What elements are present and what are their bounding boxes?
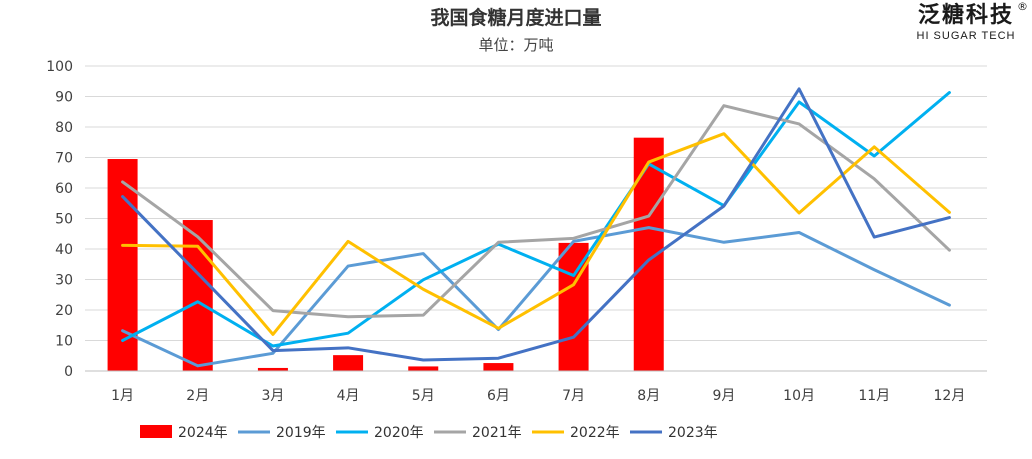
y-tick-label: 30 xyxy=(55,273,73,289)
chart-title: 我国食糖月度进口量 xyxy=(430,6,601,29)
x-tick-label: 5月 xyxy=(412,388,435,404)
brand-name: 泛糖科技 xyxy=(917,3,1014,28)
y-tick-label: 10 xyxy=(55,334,73,350)
chart-subtitle: 单位：万吨 xyxy=(478,36,553,54)
x-axis-ticks: 1月 2月 3月 4月 5月 6月 7月 8月 9月 10月 11月 12月 xyxy=(111,388,965,404)
y-tick-label: 50 xyxy=(55,212,73,228)
legend-label: 2022年 xyxy=(570,425,620,441)
line-series-2021年 xyxy=(121,104,951,319)
y-tick-label: 20 xyxy=(55,303,73,319)
brand-tagline: HI SUGAR TECH xyxy=(916,30,1016,42)
bar-2024 xyxy=(558,242,589,371)
legend-label: 2020年 xyxy=(374,425,424,441)
x-tick-label: 12月 xyxy=(934,388,966,404)
bar-2024 xyxy=(182,220,213,371)
x-tick-label: 2月 xyxy=(186,388,209,404)
legend-label: 2023年 xyxy=(668,425,718,441)
legend-label: 2024年 xyxy=(178,425,228,441)
x-tick-label: 3月 xyxy=(261,388,284,404)
x-tick-label: 9月 xyxy=(712,388,735,404)
bar-2024 xyxy=(408,366,439,371)
x-tick-label: 1月 xyxy=(111,388,134,404)
y-axis-ticks: 0 10 20 30 40 50 60 70 80 90 100 xyxy=(46,59,73,380)
bar-series-2024 xyxy=(107,137,664,371)
bar-2024 xyxy=(633,137,664,371)
brand-logo: 泛糖科技 ® HI SUGAR TECH xyxy=(906,0,1029,42)
x-tick-label: 7月 xyxy=(562,388,585,404)
y-tick-label: 40 xyxy=(55,242,73,258)
bar-2024 xyxy=(333,355,364,371)
registered-mark: ® xyxy=(1017,0,1028,13)
y-tick-label: 0 xyxy=(64,364,73,380)
x-tick-label: 4月 xyxy=(337,388,360,404)
line-series-2019年 xyxy=(121,226,951,368)
x-tick-label: 10月 xyxy=(783,388,815,404)
y-tick-label: 90 xyxy=(55,90,73,106)
gridlines xyxy=(85,65,987,341)
x-tick-label: 6月 xyxy=(487,388,510,404)
y-tick-label: 70 xyxy=(55,151,73,167)
y-tick-label: 60 xyxy=(55,181,73,197)
legend-swatch-bar xyxy=(140,425,172,438)
line-series xyxy=(121,87,951,368)
x-tick-label: 8月 xyxy=(637,388,660,404)
legend: 2024年 2019年 2020年 2021年 2022年 2023年 xyxy=(140,425,718,441)
bar-2024 xyxy=(257,367,288,371)
x-tick-label: 11月 xyxy=(858,388,890,404)
line-series-2022年 xyxy=(121,132,951,336)
y-tick-label: 100 xyxy=(46,59,73,75)
bar-2024 xyxy=(483,363,514,371)
line-series-2023年 xyxy=(121,87,951,362)
y-tick-label: 80 xyxy=(55,120,73,136)
legend-label: 2019年 xyxy=(276,425,326,441)
legend-label: 2021年 xyxy=(472,425,522,441)
